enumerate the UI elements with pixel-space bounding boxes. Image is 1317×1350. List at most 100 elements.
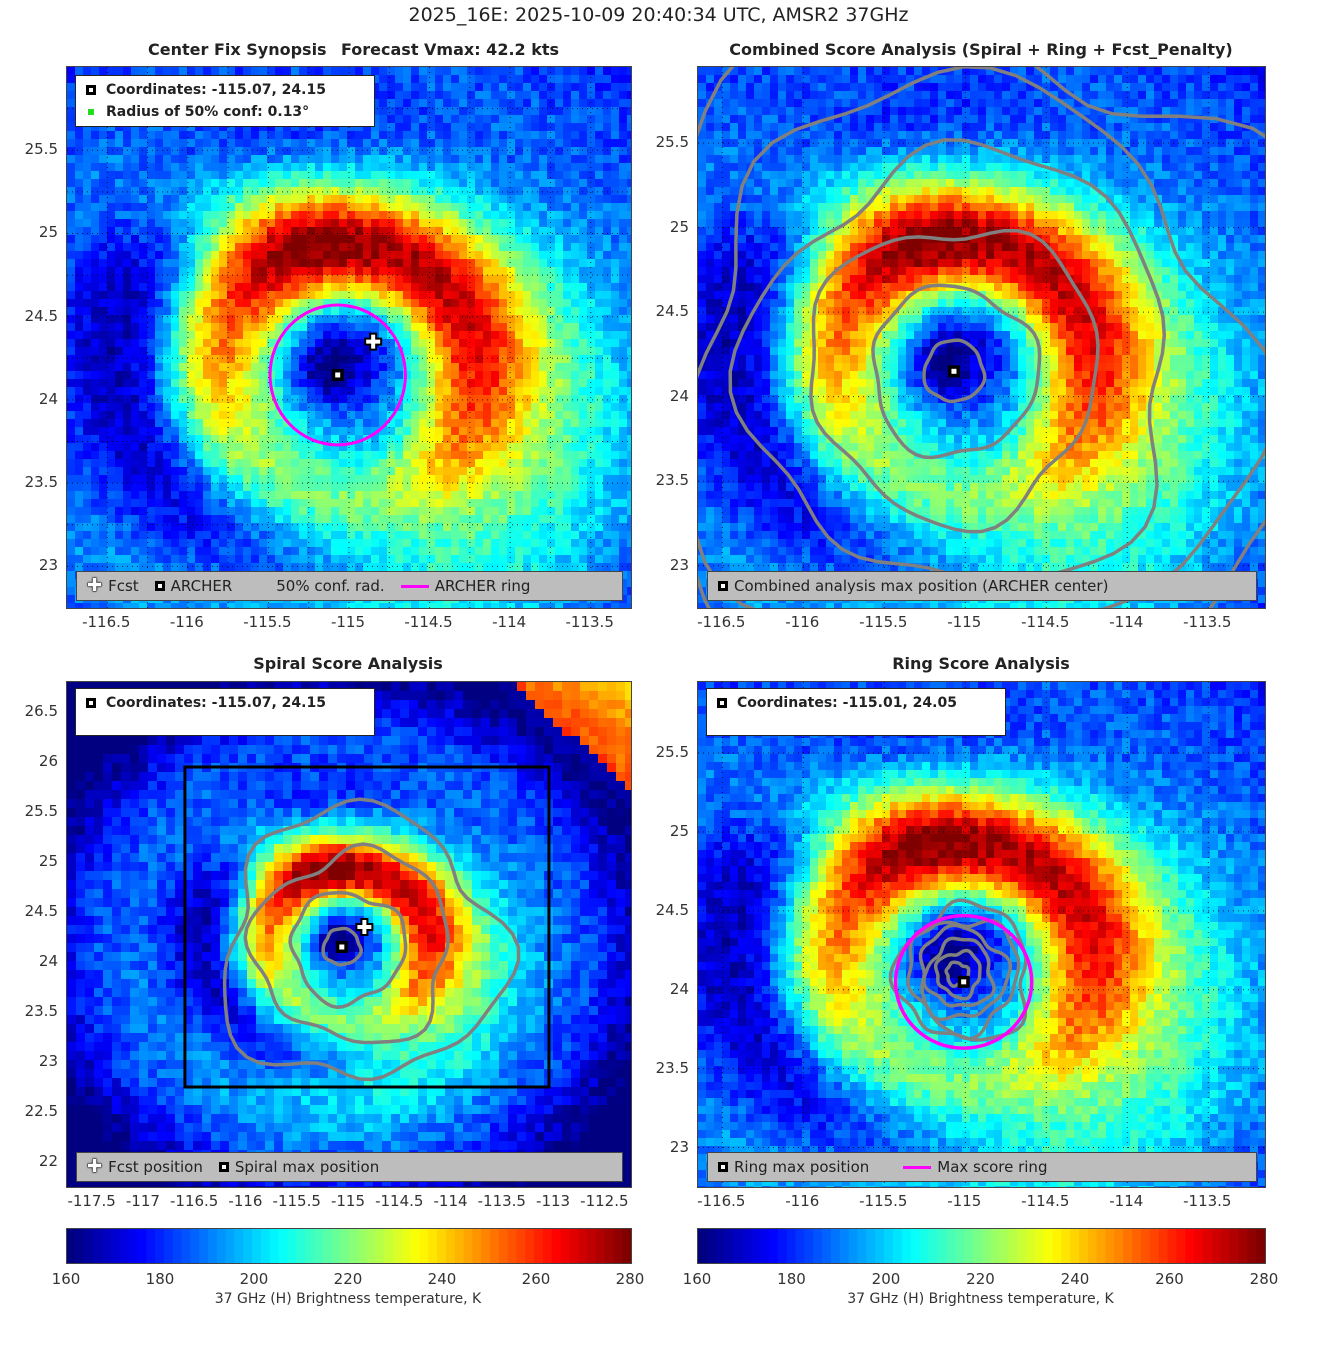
heatmap-cell: [251, 523, 260, 532]
heatmap-cell: [507, 307, 516, 316]
heatmap-cell: [251, 475, 260, 484]
heatmap-cell: [259, 339, 268, 348]
heatmap-cell: [379, 219, 388, 228]
heatmap-cell: [427, 163, 436, 172]
heatmap-cell: [491, 179, 500, 188]
heatmap-cell: [323, 363, 332, 372]
heatmap-cell: [203, 171, 212, 180]
heatmap-cell: [491, 283, 500, 292]
heatmap-cell: [187, 539, 196, 548]
heatmap-cell: [619, 187, 628, 196]
heatmap-cell: [131, 515, 140, 524]
heatmap-cell: [491, 451, 500, 460]
heatmap-cell: [427, 195, 436, 204]
heatmap-cell: [275, 555, 284, 564]
heatmap-cell: [627, 195, 631, 204]
heatmap-cell: [347, 475, 356, 484]
heatmap-cell: [259, 251, 268, 260]
heatmap-cell: [547, 227, 556, 236]
heatmap-cell: [179, 307, 188, 316]
heatmap-cell: [611, 507, 620, 516]
heatmap-cell: [555, 99, 564, 108]
heatmap-cell: [555, 523, 564, 532]
heatmap-cell: [539, 523, 548, 532]
heatmap-cell: [323, 123, 332, 132]
heatmap-cell: [67, 491, 76, 500]
heatmap-cell: [459, 411, 468, 420]
heatmap-cell: [403, 75, 412, 84]
heatmap-cell: [371, 411, 380, 420]
heatmap-cell: [587, 291, 596, 300]
heatmap-cell: [211, 499, 220, 508]
heatmap-cell: [179, 187, 188, 196]
heatmap-cell: [75, 483, 84, 492]
heatmap-cell: [243, 499, 252, 508]
heatmap-cell: [211, 203, 220, 212]
heatmap-cell: [403, 451, 412, 460]
heatmap-cell: [235, 299, 244, 308]
heatmap-cell: [331, 403, 340, 412]
heatmap-cell: [131, 395, 140, 404]
heatmap-cell: [91, 347, 100, 356]
heatmap-cell: [579, 171, 588, 180]
heatmap-cell: [91, 251, 100, 260]
heatmap-cell: [195, 483, 204, 492]
heatmap-cell: [355, 67, 364, 76]
heatmap-cell: [195, 235, 204, 244]
heatmap-cell: [123, 603, 132, 608]
heatmap-cell: [515, 187, 524, 196]
heatmap-cell: [155, 563, 164, 572]
heatmap-cell: [83, 531, 92, 540]
heatmap-cell: [531, 459, 540, 468]
heatmap-cell: [291, 603, 300, 608]
heatmap-cell: [627, 459, 631, 468]
heatmap-cell: [395, 363, 404, 372]
legend-archer: ARCHER: [170, 577, 233, 595]
heatmap-cell: [411, 475, 420, 484]
heatmap-cell: [395, 99, 404, 108]
heatmap-cell: [443, 259, 452, 268]
heatmap-cell: [131, 539, 140, 548]
heatmap-cell: [347, 347, 356, 356]
heatmap-cell: [259, 307, 268, 316]
heatmap-cell: [507, 387, 516, 396]
heatmap-cell: [363, 219, 372, 228]
heatmap-cell: [267, 147, 276, 156]
heatmap-cell: [403, 523, 412, 532]
heatmap-cell: [251, 291, 260, 300]
heatmap-cell: [107, 299, 116, 308]
heatmap-cell: [339, 467, 348, 476]
heatmap-cell: [203, 363, 212, 372]
heatmap-cell: [587, 195, 596, 204]
heatmap-cell: [299, 515, 308, 524]
heatmap-cell: [539, 339, 548, 348]
heatmap-cell: [267, 459, 276, 468]
heatmap-cell: [451, 531, 460, 540]
heatmap-cell: [555, 515, 564, 524]
heatmap-cell: [259, 467, 268, 476]
heatmap-cell: [379, 363, 388, 372]
heatmap-cell: [539, 107, 548, 116]
heatmap-cell: [435, 187, 444, 196]
heatmap-cell: [443, 363, 452, 372]
heatmap-cell: [587, 91, 596, 100]
heatmap-cell: [555, 363, 564, 372]
heatmap-cell: [91, 403, 100, 412]
heatmap-cell: [211, 603, 220, 608]
heatmap-cell: [291, 275, 300, 284]
heatmap-cell: [371, 523, 380, 532]
heatmap-cell: [611, 139, 620, 148]
heatmap-cell: [387, 499, 396, 508]
heatmap-cell: [203, 67, 212, 76]
heatmap-cell: [347, 395, 356, 404]
heatmap-cell: [467, 275, 476, 284]
heatmap-cell: [531, 283, 540, 292]
heatmap-cell: [251, 155, 260, 164]
heatmap-cell: [507, 267, 516, 276]
heatmap-cell: [147, 323, 156, 332]
heatmap-cell: [115, 363, 124, 372]
heatmap-cell: [563, 515, 572, 524]
heatmap-cell: [251, 163, 260, 172]
heatmap-cell: [307, 275, 316, 284]
heatmap-cell: [67, 443, 76, 452]
